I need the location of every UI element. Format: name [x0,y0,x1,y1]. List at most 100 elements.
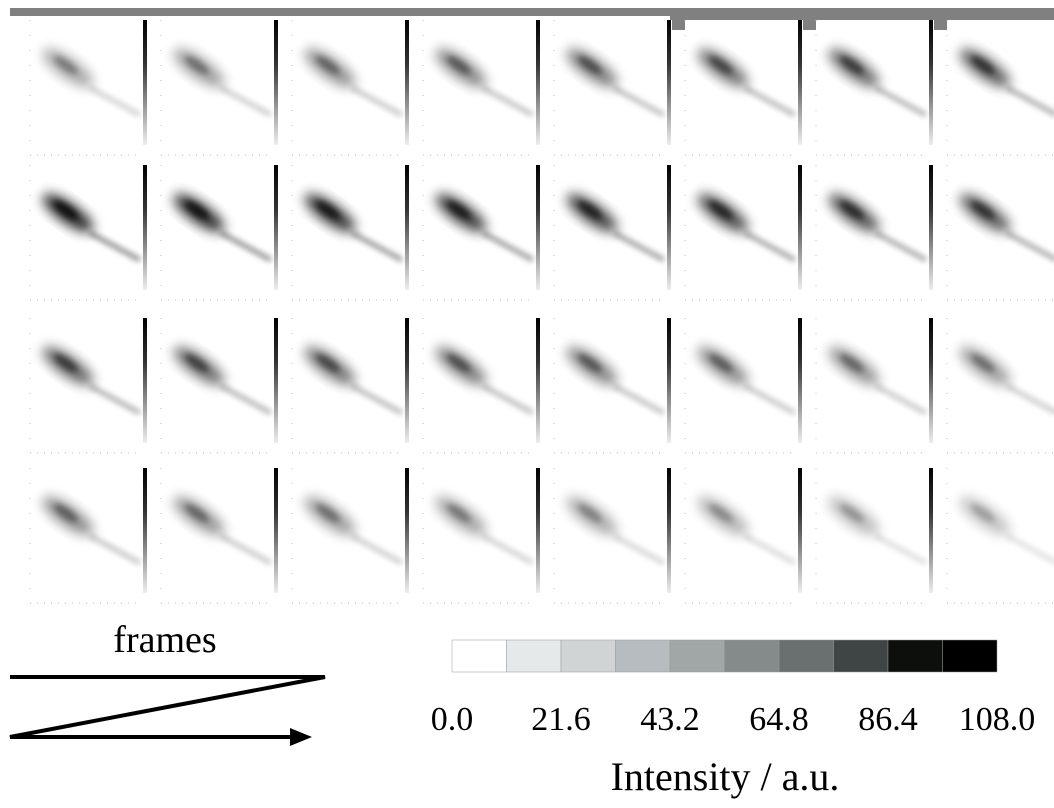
frame [947,20,1054,155]
frame-bg [161,165,279,300]
frame [30,20,148,155]
frame-bg [292,165,410,300]
frame [423,318,541,453]
frame-colorbar [798,318,802,443]
frame-bg [423,318,541,453]
frame-bg [30,165,148,300]
frames-arrow [10,677,325,737]
legend-title: Intensity / a.u. [611,754,840,799]
frame-bg [161,20,279,155]
frame-bg [423,468,541,603]
frame-colorbar [274,20,278,145]
frame [816,468,934,603]
frame [554,20,672,155]
color-segment [670,640,725,672]
frame-bg [816,20,934,155]
frame-bg [30,20,148,155]
frame-bg [161,468,279,603]
frame-bg [947,318,1054,453]
color-segment [943,640,998,672]
frame [161,468,279,603]
frame-bg [816,468,934,603]
frame [554,318,672,453]
frame-colorbar [143,20,147,145]
color-segment [888,640,943,672]
frame-bg [554,165,672,300]
frame-bg [30,468,148,603]
frame-colorbar [405,165,409,290]
frame [816,165,934,300]
frame [423,468,541,603]
frame [161,20,279,155]
tick-label: 108.0 [959,701,1036,738]
frame-bg [947,165,1054,300]
frame-colorbar [274,468,278,593]
frame [423,20,541,155]
frame-colorbar [667,318,671,443]
frame-colorbar [274,165,278,290]
frame-colorbar [143,318,147,443]
tick-label: 43.2 [640,701,700,738]
frame-grid [30,20,1054,603]
frame [554,468,672,603]
frame-colorbar [536,165,540,290]
frame-bg [947,468,1054,603]
frame-colorbar [929,165,933,290]
frame [554,165,672,300]
frame-colorbar [536,468,540,593]
frame [947,165,1054,300]
color-segment [779,640,834,672]
frames-label: frames [113,619,216,661]
tick-label: 86.4 [858,701,918,738]
frame-colorbar [405,20,409,145]
tick-label: 21.6 [531,701,591,738]
frame-bg [685,468,803,603]
frame-colorbar [929,20,933,145]
frame [947,468,1054,603]
frame-colorbar [536,20,540,145]
frame-bg [685,165,803,300]
frame-bg [423,20,541,155]
frame [685,318,803,453]
frame [30,468,148,603]
tick-label: 64.8 [749,701,809,738]
frame [30,318,148,453]
frame-bg [816,165,934,300]
color-segment [725,640,780,672]
frame-colorbar [143,165,147,290]
frame-colorbar [405,468,409,593]
color-segment [834,640,889,672]
color-segment [616,640,671,672]
frame-bg [685,318,803,453]
frame [161,318,279,453]
frame-bg [161,318,279,453]
frame-colorbar [798,468,802,593]
color-segment [561,640,616,672]
frame-colorbar [798,165,802,290]
frame [292,165,410,300]
frame-colorbar [798,20,802,145]
frame [685,468,803,603]
arrow-head [290,728,312,746]
frame-bg [30,318,148,453]
frame [292,318,410,453]
frame-bg [423,165,541,300]
frame [423,165,541,300]
frame-colorbar [405,318,409,443]
frame-colorbar [274,318,278,443]
frame-colorbar [536,318,540,443]
frame-colorbar [143,468,147,593]
frame-bg [816,318,934,453]
frame-bg [292,318,410,453]
frame [685,20,803,155]
frame-bg [554,318,672,453]
frame-colorbar [929,318,933,443]
frame-bg [292,20,410,155]
frame-bg [554,20,672,155]
frame [685,165,803,300]
frame-bg [685,20,803,155]
frame [947,318,1054,453]
frame-colorbar [667,468,671,593]
frame-colorbar [929,468,933,593]
frame [30,165,148,300]
